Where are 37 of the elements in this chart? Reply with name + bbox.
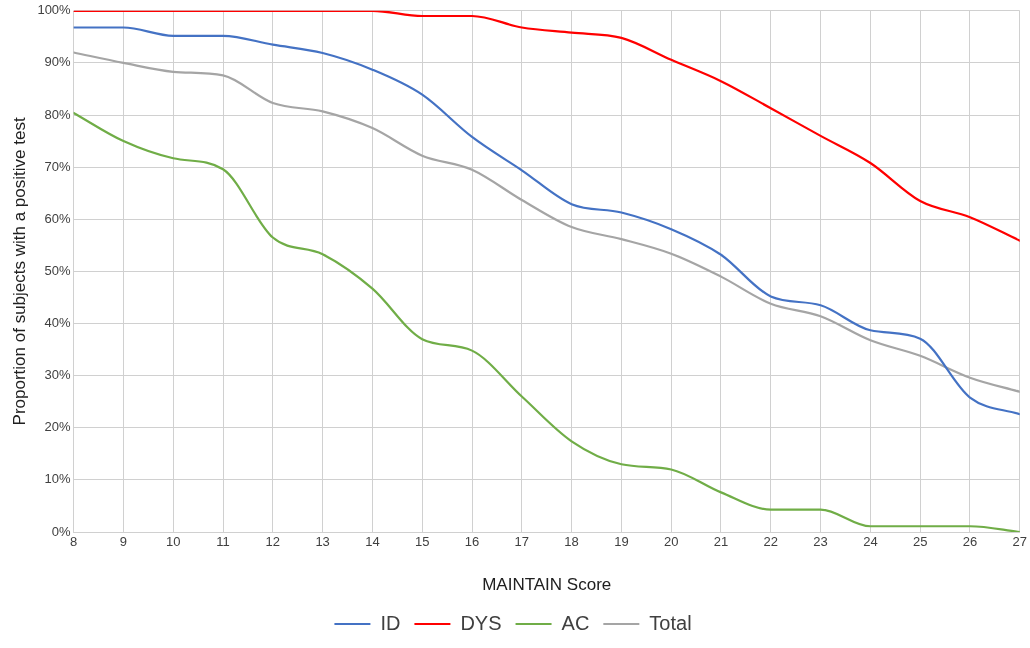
x-tick-label: 12 (265, 534, 281, 550)
y-tick-label: 100% (37, 2, 72, 18)
x-tick-label: 22 (763, 534, 779, 550)
x-tick-label: 17 (514, 534, 530, 550)
y-tick-label: 70% (44, 158, 72, 174)
x-tick-label: 11 (216, 534, 230, 550)
x-tick-label: 23 (813, 534, 828, 550)
y-tick-label: 0% (51, 523, 72, 539)
legend-label: DYS (460, 611, 502, 634)
legend-label: ID (380, 611, 401, 634)
x-tick-label: 18 (564, 534, 579, 550)
x-tick-label: 8 (70, 534, 78, 550)
y-tick-label: 10% (44, 471, 72, 487)
y-tick-label: 80% (44, 106, 72, 122)
x-tick-label: 25 (912, 534, 928, 550)
x-tick-label: 19 (614, 534, 629, 550)
x-tick-label: 9 (119, 534, 128, 550)
y-tick-label: 60% (44, 210, 72, 226)
x-tick-label: 26 (962, 534, 978, 550)
x-tick-label: 15 (414, 534, 430, 550)
x-tick-label: 13 (315, 534, 330, 550)
x-tick-label: 16 (464, 534, 480, 550)
x-tick-label: 20 (663, 534, 679, 550)
legend-label: AC (561, 611, 590, 634)
x-tick-label: 21 (713, 534, 729, 550)
x-tick-label: 10 (166, 534, 181, 550)
y-tick-label: 40% (44, 315, 72, 331)
y-tick-label: 90% (44, 54, 72, 70)
y-tick-label: 30% (44, 367, 72, 383)
y-axis-title: Proportion of subjects with a positive test (9, 117, 29, 426)
y-tick-label: 20% (44, 419, 72, 435)
x-axis-title: MAINTAIN Score (482, 575, 612, 595)
x-tick-label: 24 (863, 534, 878, 550)
x-tick-label: 27 (1012, 534, 1027, 550)
legend-label: Total (649, 611, 692, 634)
y-tick-label: 50% (44, 262, 72, 278)
x-tick-label: 14 (365, 534, 380, 550)
